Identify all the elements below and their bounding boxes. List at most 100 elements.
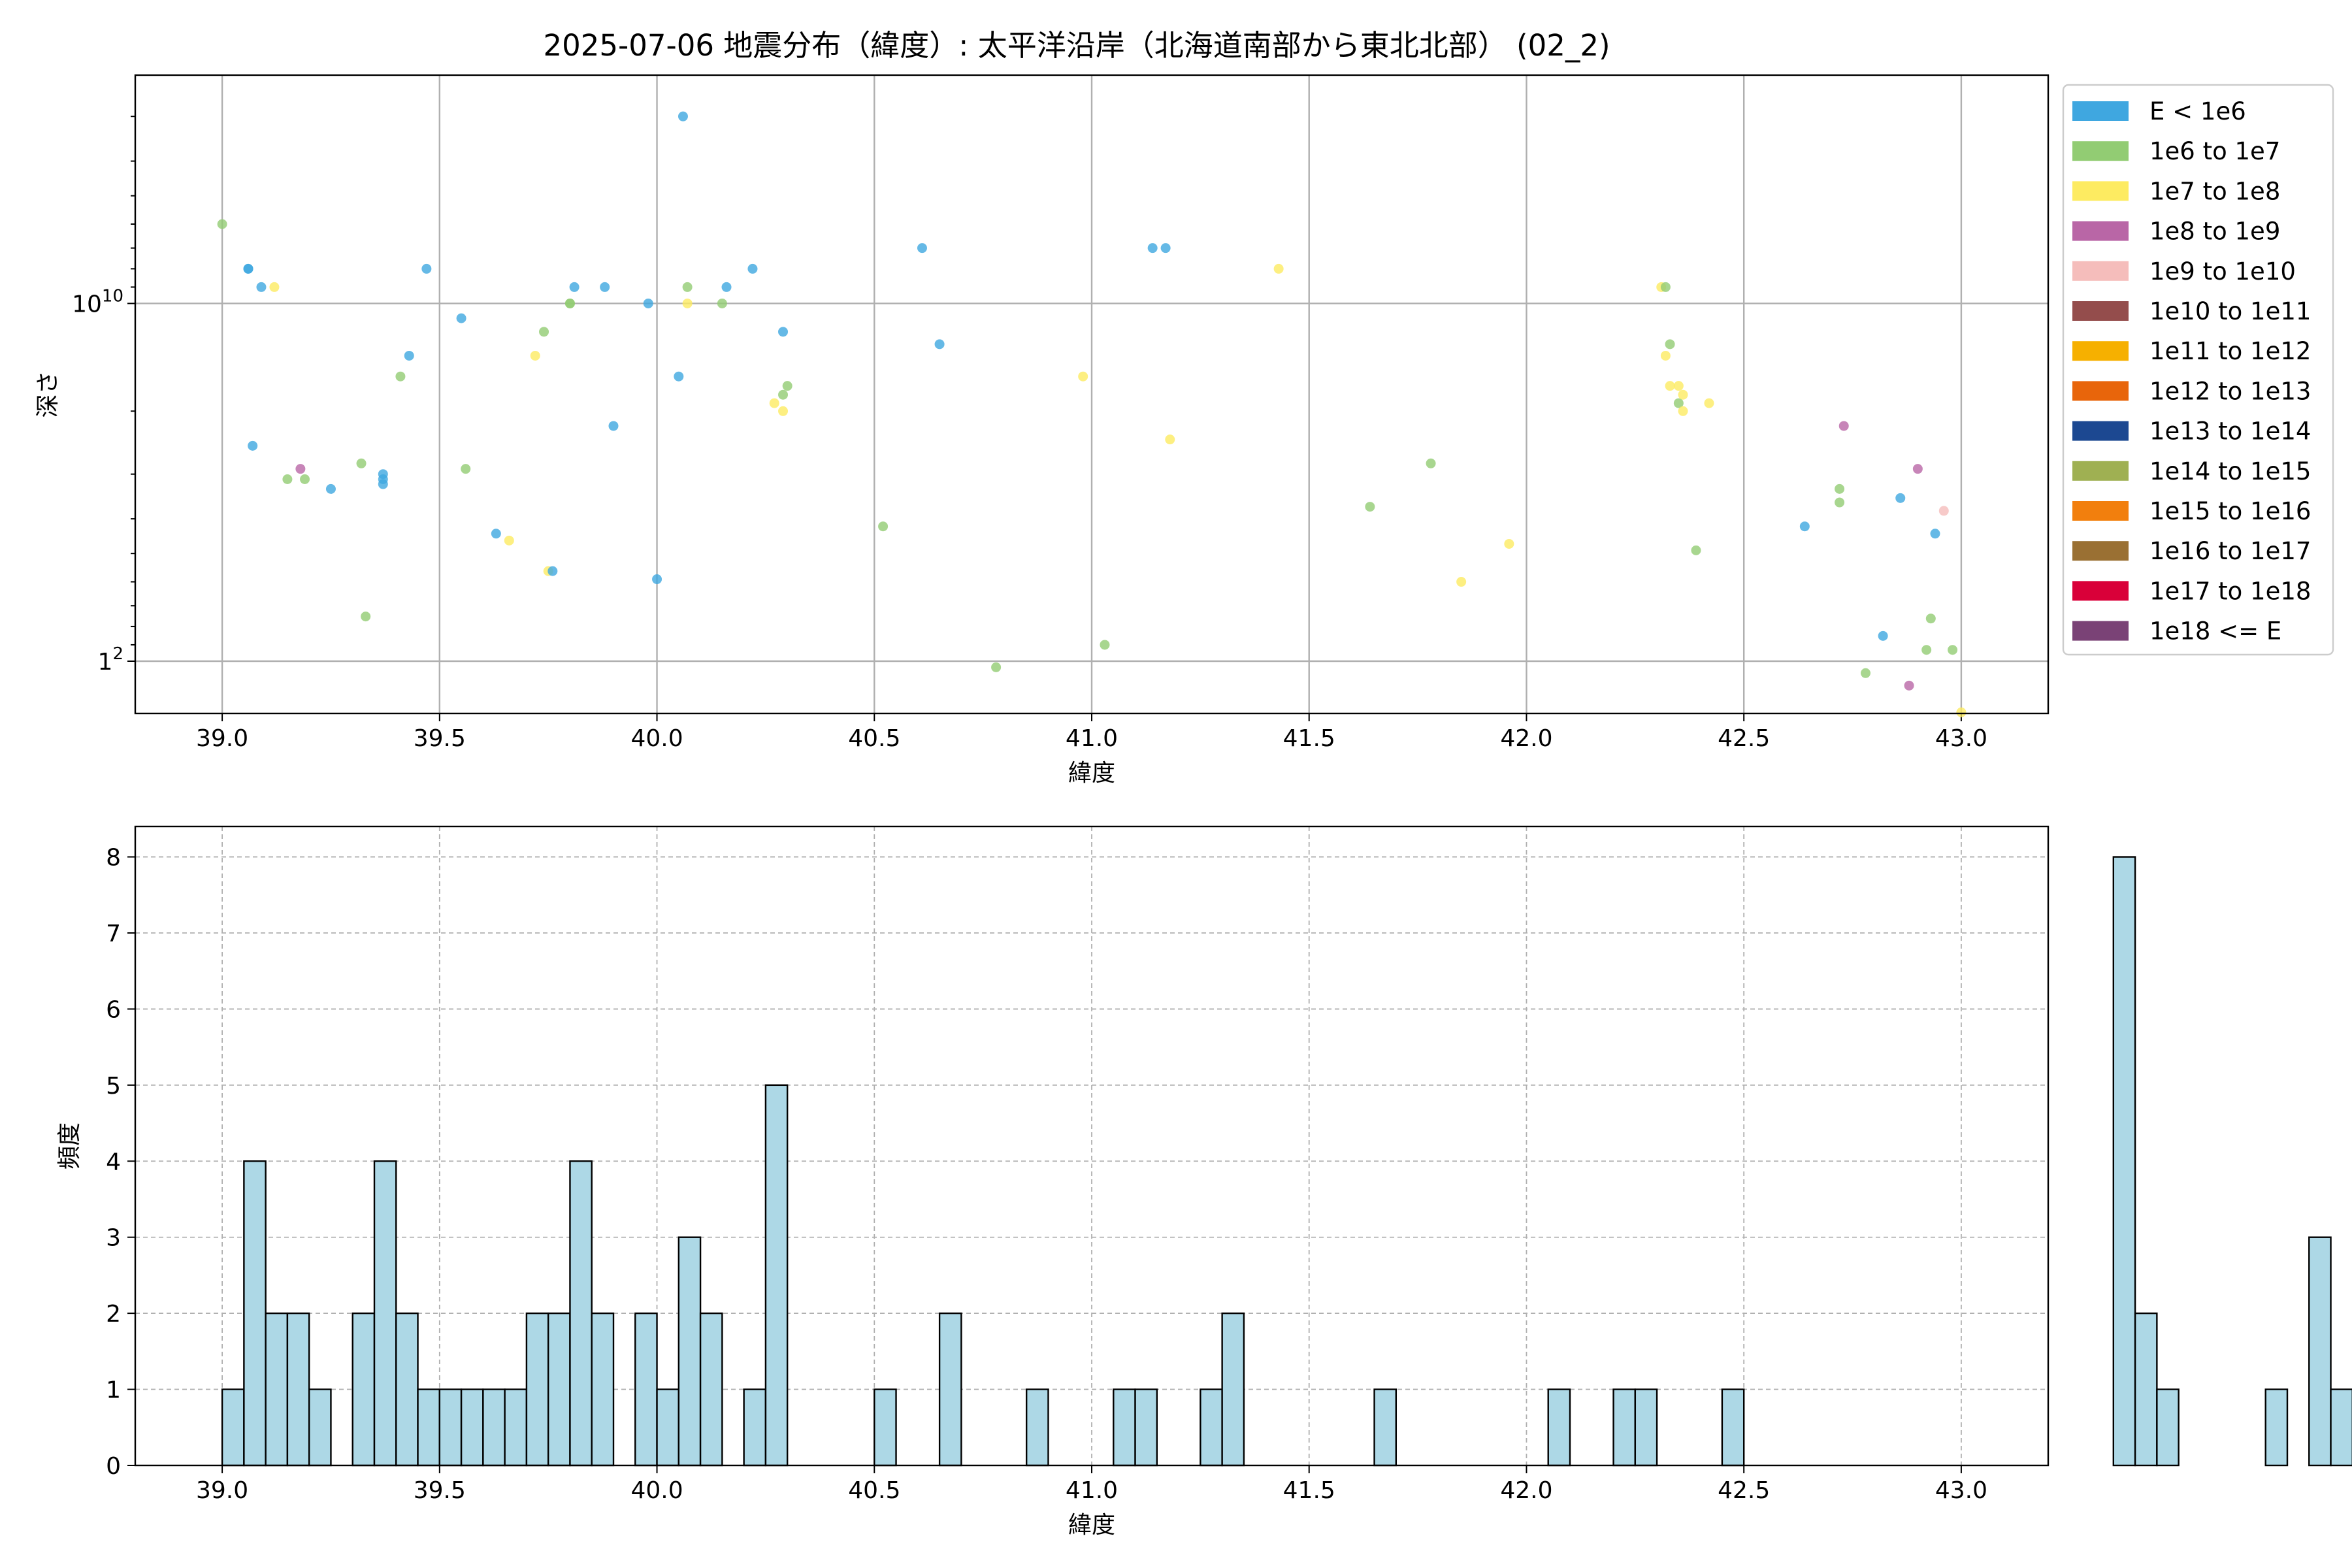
histogram-bar bbox=[286, 1312, 310, 1467]
x-tick-label: 43.0 bbox=[1935, 1477, 1987, 1504]
histogram-axes: 39.0 39.5 40.0 40.5 41.0 41.5 42.0 42.5 43.0 0 1 2 3… bbox=[56, 825, 2352, 1539]
histogram-bar bbox=[699, 1312, 723, 1467]
histogram-bar bbox=[438, 1388, 463, 1467]
scatter-point bbox=[456, 313, 466, 323]
histogram-bar bbox=[1373, 1388, 1397, 1467]
legend-swatch bbox=[2072, 261, 2129, 281]
scatter-point bbox=[1799, 521, 1810, 532]
scatter-point bbox=[421, 263, 432, 274]
y-tick-label: 1010 bbox=[72, 286, 123, 318]
scatter-point bbox=[295, 464, 306, 474]
scatter-point bbox=[1895, 493, 1906, 503]
scatter-point bbox=[1956, 707, 1967, 717]
figure-title: 2025-07-06 地震分布（緯度）: 太平洋沿岸（北海道南部から東北北部） … bbox=[543, 28, 1610, 63]
legend-label: 1e18 <= E bbox=[2149, 617, 2281, 645]
scatter-point bbox=[778, 389, 789, 400]
scatter-point bbox=[1678, 406, 1688, 416]
scatter-point bbox=[1878, 630, 1888, 641]
scatter-point bbox=[682, 282, 693, 292]
scatter-point bbox=[1704, 398, 1714, 408]
y-tick-label: 7 bbox=[106, 921, 121, 947]
histogram-bar bbox=[2330, 1388, 2352, 1467]
x-tick-label: 39.5 bbox=[414, 725, 466, 752]
legend-swatch bbox=[2072, 181, 2129, 201]
scatter-point bbox=[1835, 483, 1845, 494]
legend-swatch bbox=[2072, 301, 2129, 321]
histogram-bar bbox=[482, 1388, 506, 1467]
histogram-bar bbox=[678, 1236, 702, 1467]
histogram-bar bbox=[2112, 856, 2136, 1467]
scatter-axes: 39.0 39.5 40.0 40.5 41.0 41.5 42.0 42.5 43.0 1010… bbox=[35, 74, 2050, 787]
histogram-bar bbox=[1721, 1388, 1745, 1467]
x-tick-label: 40.0 bbox=[630, 1477, 683, 1504]
histogram-bar bbox=[1113, 1388, 1136, 1467]
scatter-point bbox=[778, 327, 789, 337]
legend-box bbox=[2062, 84, 2334, 656]
legend-label: 1e15 to 1e16 bbox=[2149, 497, 2311, 525]
scatter-point bbox=[547, 566, 558, 576]
x-tick-label: 41.5 bbox=[1283, 725, 1335, 752]
legend-label: 1e16 to 1e17 bbox=[2149, 537, 2311, 565]
scatter-point bbox=[395, 371, 406, 382]
y-tick-label: 8 bbox=[106, 845, 121, 872]
scatter-point bbox=[1660, 350, 1671, 361]
histogram-bar bbox=[2264, 1388, 2289, 1467]
y-tick-label: 3 bbox=[106, 1225, 121, 1252]
scatter-point bbox=[600, 282, 610, 292]
histogram-bar bbox=[1025, 1388, 1049, 1467]
scatter-point bbox=[1456, 577, 1467, 587]
scatter-point bbox=[491, 529, 501, 539]
x-tick-label: 39.0 bbox=[196, 725, 248, 752]
histogram-bar bbox=[221, 1388, 245, 1467]
scatter-point bbox=[721, 282, 732, 292]
scatter-point bbox=[769, 398, 779, 408]
histogram-bar bbox=[395, 1312, 419, 1467]
histogram-bar bbox=[874, 1388, 897, 1467]
histogram-bar bbox=[373, 1160, 397, 1467]
scatter-point bbox=[1678, 389, 1688, 400]
scatter-point bbox=[878, 521, 889, 532]
scatter-point bbox=[539, 327, 549, 337]
histogram-bar bbox=[938, 1312, 962, 1467]
legend-label: 1e9 to 1e10 bbox=[2149, 257, 2296, 286]
scatter-point bbox=[1160, 243, 1171, 253]
histogram-bar bbox=[1200, 1388, 1223, 1467]
histogram-bar bbox=[351, 1312, 376, 1467]
scatter-point bbox=[1673, 381, 1684, 391]
x-tick-label: 42.5 bbox=[1718, 725, 1770, 752]
legend-label: 1e6 to 1e7 bbox=[2149, 137, 2280, 165]
x-tick-label: 40.5 bbox=[848, 1477, 900, 1504]
y-tick-label-exponent: 2 bbox=[112, 644, 123, 664]
scatter-point bbox=[256, 282, 267, 292]
legend-label: 1e11 to 1e12 bbox=[2149, 337, 2311, 365]
scatter-point bbox=[504, 535, 514, 546]
x-tick-label: 42.0 bbox=[1500, 725, 1552, 752]
legend-label: 1e8 to 1e9 bbox=[2149, 218, 2280, 246]
scatter-point bbox=[1904, 680, 1914, 691]
histogram-bar bbox=[504, 1388, 528, 1467]
histogram-bar bbox=[460, 1388, 484, 1467]
legend-label: 1e12 to 1e13 bbox=[2149, 377, 2311, 405]
scatter-point bbox=[530, 350, 540, 361]
y-tick-label: 1 bbox=[106, 1377, 121, 1404]
scatter-point bbox=[325, 483, 336, 494]
histogram-bar bbox=[1634, 1388, 1658, 1467]
x-tick-label: 39.5 bbox=[414, 1477, 466, 1504]
scatter-point bbox=[378, 479, 388, 489]
histogram-bar bbox=[764, 1084, 789, 1467]
legend-label: 1e10 to 1e11 bbox=[2149, 297, 2311, 325]
scatter-point bbox=[1673, 398, 1684, 408]
scatter-point bbox=[1930, 529, 1940, 539]
scatter-point bbox=[1691, 545, 1701, 555]
histogram-bar bbox=[525, 1312, 549, 1467]
legend-label: 1e13 to 1e14 bbox=[2149, 417, 2311, 446]
scatter-point bbox=[674, 371, 684, 382]
legend: E < 1e6 1e6 to 1e7 1e7 to 1e8 1e8 to 1e9 1e9… bbox=[2062, 84, 2334, 656]
scatter-point bbox=[678, 111, 688, 122]
legend-swatch bbox=[2072, 461, 2129, 481]
y-tick-label: 4 bbox=[106, 1149, 121, 1175]
x-tick-label: 41.0 bbox=[1066, 1477, 1118, 1504]
legend-swatch bbox=[2072, 221, 2129, 241]
histogram-bar bbox=[591, 1312, 615, 1467]
